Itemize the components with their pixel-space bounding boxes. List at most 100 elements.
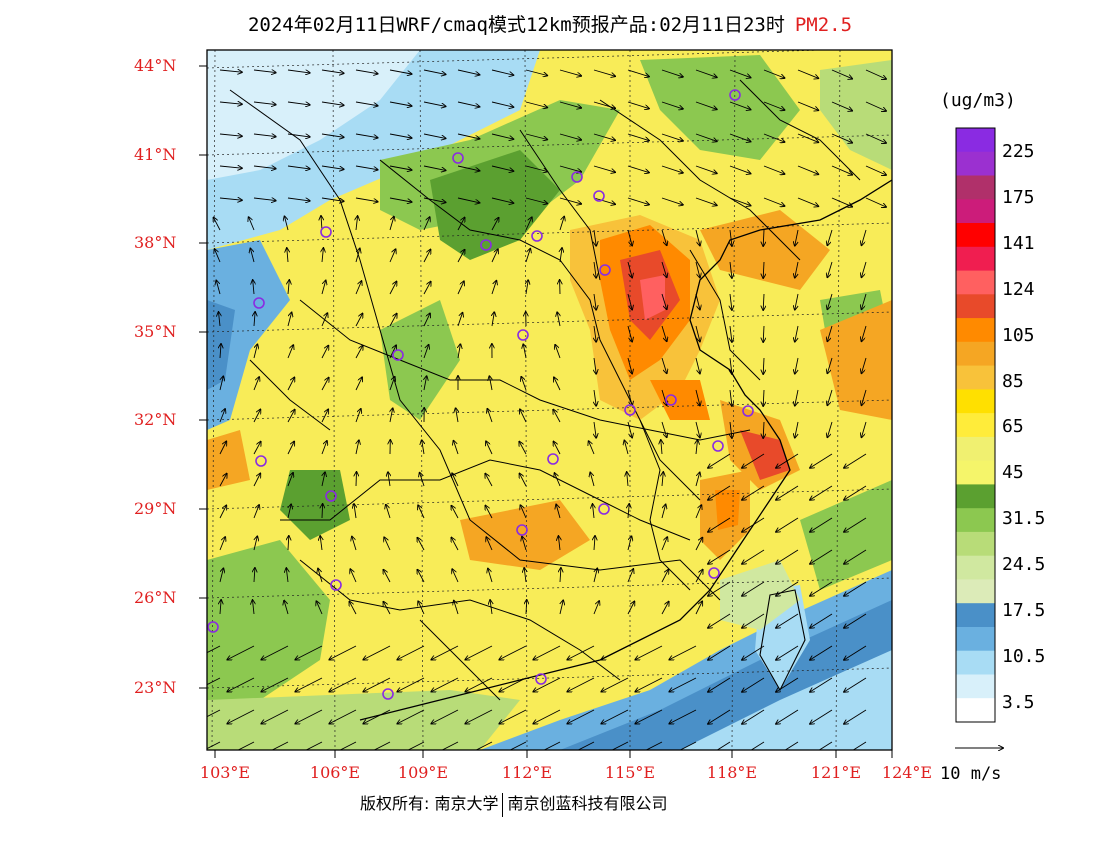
wind-arrow	[499, 645, 527, 660]
colorbar-segment	[956, 270, 995, 295]
colorbar-segment	[956, 674, 995, 699]
wind-arrow	[321, 313, 327, 327]
wind-arrow	[383, 602, 391, 615]
wind-arrow	[827, 357, 833, 373]
wind-arrow	[661, 229, 667, 245]
wind-arrow	[729, 133, 751, 142]
wind-arrow	[593, 197, 615, 204]
colorbar-segment	[956, 246, 995, 272]
wind-arrow	[492, 312, 494, 327]
colorbar-segment	[956, 579, 995, 604]
wind-arrow	[827, 229, 833, 245]
wind-arrow	[554, 377, 561, 391]
province-boundaries	[229, 79, 861, 701]
wind-arrow	[253, 505, 259, 519]
wind-arrow	[422, 440, 424, 455]
wind-arrow	[219, 376, 223, 391]
wind-arrow	[491, 218, 499, 231]
wind-arrow	[635, 677, 663, 692]
colorbar-label: 31.5	[1002, 508, 1046, 529]
wind-arrow	[219, 70, 242, 72]
colorbar-segment	[956, 460, 995, 485]
colorbar-label: 124	[1002, 279, 1035, 300]
wind-arrow	[742, 453, 765, 468]
wind-arrow	[589, 441, 595, 455]
wind-arrow	[810, 581, 833, 596]
wind-arrow	[355, 314, 363, 327]
wind-arrow	[776, 549, 799, 564]
wind-arrow	[295, 709, 323, 724]
wind-arrow	[795, 325, 799, 342]
wind-arrow	[695, 505, 701, 519]
wind-arrow	[627, 325, 632, 342]
wind-arrow	[219, 198, 242, 200]
wind-arrow	[742, 517, 765, 532]
wind-arrow	[831, 165, 852, 175]
wind-arrow	[250, 249, 255, 263]
colorbar-segment	[956, 199, 995, 224]
wind-arrow	[355, 281, 362, 295]
wind-arrow	[457, 101, 480, 107]
wind-arrow	[661, 357, 667, 373]
wind-arrow	[458, 344, 460, 359]
wind-arrow	[560, 568, 561, 583]
wind-arrow	[285, 216, 289, 231]
wind-arrow	[388, 472, 390, 487]
station-marker	[207, 621, 219, 633]
wind-arrow	[601, 709, 629, 724]
wind-arrow	[590, 473, 595, 487]
wind-arrow	[695, 197, 717, 205]
footer-left: 版权所有: 南京大学	[360, 794, 499, 813]
wind-arrow	[253, 166, 276, 169]
station-marker	[599, 264, 611, 276]
wind-arrow	[559, 197, 581, 204]
wind-arrow	[485, 506, 493, 519]
wind-arrow	[373, 741, 391, 750]
wind-arrow	[525, 69, 547, 76]
station-marker	[712, 440, 724, 452]
wind-arrow	[339, 741, 357, 750]
wind-arrow	[491, 197, 513, 203]
wind-arrow	[261, 645, 289, 660]
wind-arrow	[261, 677, 289, 692]
wind-arrow	[635, 709, 663, 724]
wind-arrow	[207, 645, 221, 654]
wind-arrow	[763, 101, 785, 110]
wind-arrow	[627, 229, 632, 246]
wind-arrow	[795, 421, 799, 438]
wind-arrow	[355, 346, 363, 359]
wind-arrow	[776, 581, 799, 596]
wind-arrow	[763, 197, 785, 206]
wind-arrow	[865, 101, 886, 111]
wind-arrow	[390, 408, 393, 423]
wind-arrow	[454, 441, 459, 455]
wind-arrow	[491, 281, 496, 295]
station-marker	[624, 404, 636, 416]
wind-arrow	[452, 569, 459, 583]
wind-arrow	[763, 389, 764, 406]
colorbar-unit: (ug/m3)	[940, 90, 1016, 111]
wind-arrow	[287, 101, 310, 105]
wind-arrow	[559, 165, 581, 172]
wind-arrow	[810, 453, 833, 468]
wind-arrow	[322, 248, 323, 263]
wind-arrow	[491, 165, 513, 171]
wind-reference-label: 10 m/s	[940, 764, 1002, 784]
wind-arrow	[509, 741, 527, 750]
wind-arrow	[742, 549, 765, 564]
wind-arrow	[423, 313, 430, 327]
lon-label: 121°E	[810, 763, 862, 782]
wind-arrow	[491, 69, 513, 75]
wind-arrow	[417, 570, 425, 583]
wind-arrow	[253, 134, 276, 137]
wind-arrow	[695, 133, 717, 141]
wind-arrow	[554, 442, 561, 455]
wind-arrow	[219, 166, 242, 168]
wind-arrow	[708, 517, 731, 532]
colorbar-segment	[956, 627, 995, 652]
wind-arrow	[322, 504, 323, 519]
lon-label: 124°E	[881, 763, 933, 782]
wind-arrow	[349, 602, 357, 615]
wind-arrow	[730, 325, 732, 342]
wind-arrow	[322, 472, 325, 487]
